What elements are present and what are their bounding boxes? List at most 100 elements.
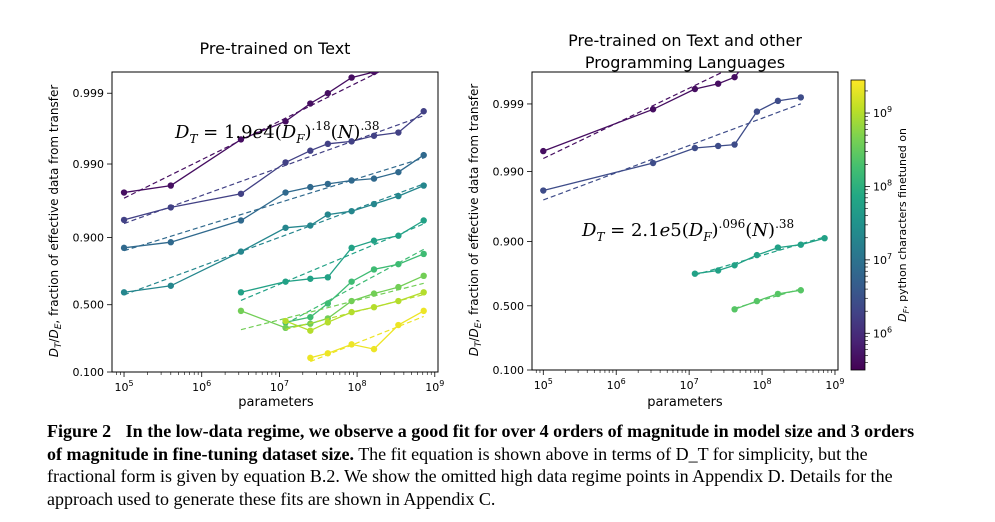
data-point	[237, 136, 245, 143]
data-point	[324, 300, 332, 307]
x-tick-label: 109	[825, 377, 844, 392]
colorbar-ticks: 106 107 108 109	[865, 90, 892, 363]
y-tick-label: 0.999	[73, 87, 105, 100]
right-x-axis-label: parameters	[647, 395, 723, 410]
series-line	[123, 184, 424, 293]
x-tick-label: 107	[270, 379, 289, 394]
data-point	[649, 159, 657, 167]
series-line	[543, 96, 801, 192]
data-point	[307, 147, 314, 154]
data-point	[307, 354, 314, 362]
data-point	[714, 142, 722, 150]
series-line	[123, 110, 425, 221]
y-tick-label: 0.100	[493, 364, 525, 377]
data-point	[370, 345, 378, 353]
data-point	[307, 183, 314, 191]
data-point	[282, 118, 289, 125]
fit-line	[123, 157, 424, 252]
data-point	[348, 177, 355, 184]
data-point	[282, 224, 289, 231]
series-9	[307, 307, 427, 363]
caption-body-text: The fit equation is shown above in terms…	[47, 443, 893, 509]
series-line	[734, 289, 801, 310]
colorbar-tick-label: 107	[873, 252, 892, 267]
data-point	[774, 244, 782, 251]
series-7	[237, 272, 427, 332]
data-point	[395, 283, 402, 291]
series-1	[540, 72, 740, 160]
data-point	[731, 141, 738, 148]
data-point	[120, 289, 128, 296]
data-point	[691, 270, 699, 277]
fit-line	[543, 103, 802, 201]
data-point	[714, 80, 722, 87]
data-point	[282, 159, 289, 166]
series-4	[731, 287, 805, 313]
data-point	[348, 207, 355, 215]
y-tick-label: 0.500	[73, 299, 105, 312]
data-point	[348, 308, 355, 316]
y-tick-label: 0.990	[73, 158, 105, 171]
data-point	[370, 72, 378, 76]
data-point	[282, 278, 289, 285]
series-6	[282, 248, 427, 326]
data-point	[540, 147, 547, 155]
data-point	[731, 73, 738, 81]
data-point	[237, 217, 245, 224]
data-point	[282, 189, 289, 196]
data-point	[420, 108, 427, 115]
data-point	[395, 232, 402, 239]
data-point	[307, 100, 314, 107]
fit-line	[285, 248, 424, 325]
data-point	[420, 250, 427, 258]
data-point	[821, 234, 828, 242]
x-tick-label: 109	[425, 379, 444, 394]
data-point	[797, 241, 805, 248]
data-point	[731, 306, 738, 313]
left-chart-series-layer	[120, 72, 427, 363]
data-point	[370, 266, 378, 273]
x-tick-label: 106	[607, 377, 626, 392]
right-chart-panel: 105 106 107 108 109 0.100 0.500 0.900 0.990 0.999…	[467, 71, 845, 410]
data-point	[714, 267, 722, 274]
y-tick-label: 0.900	[493, 236, 525, 249]
data-point	[307, 222, 314, 229]
y-tick-label: 0.900	[73, 231, 105, 244]
data-point	[753, 297, 761, 305]
data-point	[370, 237, 378, 244]
data-point	[167, 182, 175, 189]
data-point	[731, 262, 738, 269]
data-point	[395, 297, 402, 305]
data-point	[797, 287, 805, 294]
x-tick-label: 108	[348, 379, 367, 394]
right-chart-title: Pre-trained on Text and other Programmin…	[568, 31, 802, 72]
series-line	[240, 219, 425, 293]
data-point	[420, 272, 427, 280]
x-tick-label: 108	[753, 377, 772, 392]
data-point	[395, 260, 402, 268]
data-point	[324, 350, 332, 357]
data-point	[370, 132, 378, 139]
data-point	[307, 327, 314, 334]
data-point	[774, 290, 782, 298]
data-point	[348, 244, 355, 252]
data-point	[420, 151, 427, 159]
right-chart-frame	[531, 71, 839, 371]
left-chart-panel: 105 106 107 108 109 0.100 0.500 0.900 0.990 0.999…	[47, 71, 444, 410]
data-point	[307, 275, 314, 282]
data-point	[307, 313, 314, 321]
series-line	[240, 275, 424, 329]
data-point	[420, 217, 427, 224]
data-point	[237, 289, 245, 296]
left-x-axis-label: parameters	[238, 395, 314, 410]
data-point	[324, 180, 332, 188]
data-point	[395, 168, 402, 176]
data-point	[348, 341, 355, 348]
y-tick-label: 0.990	[493, 166, 525, 179]
data-point	[348, 138, 355, 145]
caption-bold-text: In the low-data regime, we observe a goo…	[47, 421, 915, 464]
data-point	[348, 74, 355, 81]
data-point	[167, 204, 175, 211]
data-point	[370, 290, 378, 297]
caption-label: Figure 2	[47, 421, 112, 441]
